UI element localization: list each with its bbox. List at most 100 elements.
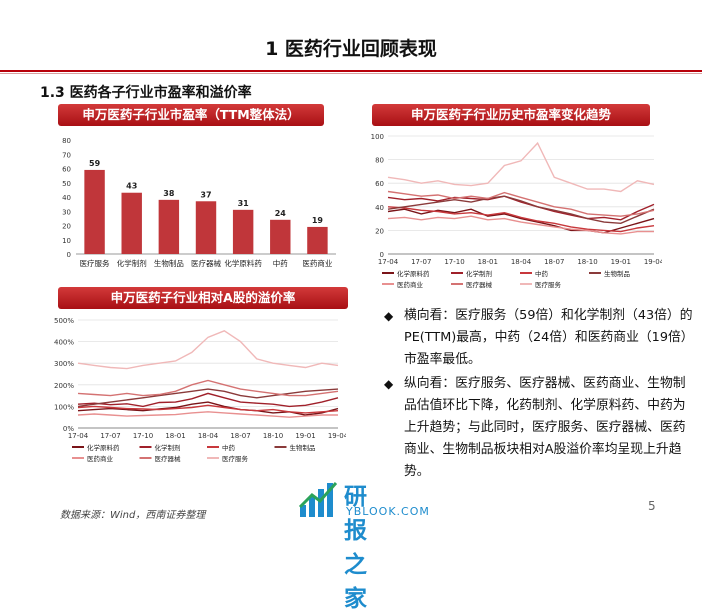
x-tick-label: 19-04	[328, 432, 346, 440]
bar-value-label: 59	[89, 159, 101, 168]
x-tick-label: 化学原料药	[224, 258, 262, 268]
y-tick-label: 300%	[54, 360, 74, 368]
legend-label: 医疗器械	[155, 454, 182, 463]
section-heading: 1.3 医药各子行业市盈率和溢价率	[40, 85, 252, 101]
diamond-bullet-icon: ◆	[384, 309, 394, 323]
bar-value-label: 37	[200, 190, 211, 199]
x-tick-label: 18-10	[577, 258, 597, 266]
series-line	[387, 208, 655, 234]
x-tick-label: 19-04	[644, 258, 662, 266]
x-tick-label: 医疗服务	[80, 258, 110, 268]
y-tick-label: 70	[62, 151, 71, 159]
y-tick-label: 30	[62, 208, 71, 216]
title-rule	[0, 70, 702, 72]
bar-value-label: 24	[275, 209, 287, 218]
premium-chart: 0% 100% 200% 300% 400% 500% 17-04 17-07 17-10 18-…	[40, 310, 346, 470]
y-tick-label: 10	[62, 237, 71, 245]
legend-label: 医药商业	[87, 454, 114, 463]
x-tick-label: 17-07	[411, 258, 431, 266]
x-tick-label: 17-10	[444, 258, 464, 266]
x-tick-label: 医药商业	[302, 258, 332, 268]
y-tick-label: 0	[380, 251, 384, 259]
x-tick-label: 19-01	[611, 258, 631, 266]
series-line	[77, 392, 339, 408]
bar-value-label: 19	[312, 216, 324, 225]
x-tick-label: 化学制剂	[117, 258, 147, 268]
legend-label: 化学原料药	[87, 443, 120, 452]
legend-label: 生物制品	[604, 269, 630, 278]
series-line	[77, 330, 339, 370]
legend-label: 医疗器械	[466, 280, 493, 289]
bar	[232, 209, 254, 254]
x-tick-label: 18-10	[263, 432, 283, 440]
bar	[270, 219, 291, 254]
diamond-bullet-icon: ◆	[384, 377, 394, 391]
y-tick-label: 100	[371, 133, 384, 141]
title-rule-thin	[0, 73, 702, 74]
y-tick-label: 40	[375, 204, 384, 212]
premium-chart-svg: 0% 100% 200% 300% 400% 500% 17-04 17-07 17-10 18-…	[54, 317, 346, 463]
watermark-bars-icon	[298, 482, 338, 517]
bullet-text: 横向看：医疗服务（59倍）和化学制剂（43倍）的PE(TTM)最高，中药（24倍…	[404, 308, 694, 367]
pe-bar-chart: 0 10 20 30 40 50 60 70 80 59 医疗服务 43 化学制剂 38 生物制品 37 医疗器…	[44, 128, 344, 276]
slide-title: 1 医药行业回顾表现	[265, 38, 437, 60]
y-tick-label: 200%	[54, 382, 74, 390]
bar	[307, 226, 328, 254]
bar	[121, 192, 142, 254]
bar-value-label: 31	[238, 199, 250, 208]
x-tick-label: 18-07	[544, 258, 564, 266]
legend-label: 中药	[222, 443, 236, 452]
banner-pe-bar: 申万医药子行业市盈率（TTM整体法）	[58, 104, 324, 126]
y-tick-label: 80	[375, 157, 384, 165]
bar	[158, 199, 180, 254]
pe-trend-chart: 0 20 40 60 80 100 17-04 17-07 17-10 18-01 18-04 18-…	[362, 128, 662, 292]
source-note: 数据来源：Wind，西南证券整理	[60, 510, 206, 521]
pe-trend-chart-svg: 0 20 40 60 80 100 17-04 17-07 17-10 18-01 18-04 18-…	[371, 133, 662, 289]
x-tick-label: 18-04	[511, 258, 532, 266]
y-tick-label: 40	[62, 194, 71, 202]
y-tick-label: 60	[62, 166, 71, 174]
x-tick-label: 17-04	[378, 258, 399, 266]
series-line	[77, 379, 339, 397]
x-tick-label: 18-04	[198, 432, 219, 440]
y-tick-label: 60	[375, 180, 384, 188]
y-tick-label: 80	[62, 137, 71, 145]
legend-label: 生物制品	[290, 443, 316, 452]
legend-label: 医疗服务	[535, 280, 562, 289]
y-tick-label: 400%	[54, 339, 74, 347]
y-tick-label: 20	[375, 227, 384, 235]
commentary-bullets: ◆ 横向看：医疗服务（59倍）和化学制剂（43倍）的PE(TTM)最高，中药（2…	[384, 305, 694, 485]
bar-value-label: 43	[126, 182, 137, 191]
series-line	[387, 195, 655, 221]
page-number: 5	[648, 499, 656, 513]
series-line	[387, 215, 654, 235]
legend-label: 医疗服务	[222, 454, 249, 463]
x-tick-label: 中药	[273, 258, 288, 268]
bullet-horizontal: ◆ 横向看：医疗服务（59倍）和化学制剂（43倍）的PE(TTM)最高，中药（2…	[384, 305, 694, 371]
y-tick-label: 0	[67, 251, 71, 259]
x-tick-label: 医疗器械	[191, 258, 221, 268]
series-line	[387, 141, 655, 193]
x-tick-label: 17-04	[68, 432, 89, 440]
bar-value-label: 38	[163, 189, 175, 198]
x-tick-label: 18-01	[478, 258, 498, 266]
x-tick-label: 18-07	[230, 432, 250, 440]
watermark-en: YBLOOK.COM	[346, 505, 430, 518]
y-tick-label: 100%	[54, 403, 74, 411]
legend-label: 中药	[535, 269, 549, 278]
legend-label: 化学制剂	[466, 269, 492, 278]
y-tick-label: 500%	[54, 317, 74, 325]
pe-bar-chart-svg: 0 10 20 30 40 50 60 70 80 59 医疗服务 43 化学制剂 38 生物制品 37 医疗器…	[62, 137, 336, 268]
banner-pe-trend: 申万医药子行业历史市盈率变化趋势	[372, 104, 650, 126]
x-tick-label: 19-01	[295, 432, 315, 440]
y-tick-label: 0%	[63, 425, 74, 433]
y-tick-label: 50	[62, 180, 71, 188]
series-line	[77, 404, 339, 414]
legend-label: 化学制剂	[155, 443, 181, 452]
y-tick-label: 20	[62, 223, 71, 231]
legend-label: 医药商业	[397, 280, 424, 289]
bullet-vertical: ◆ 纵向看：医疗服务、医疗器械、医药商业、生物制品估值环比下降，化药制剂、化学原…	[384, 373, 694, 483]
series-line	[77, 388, 339, 408]
banner-premium: 申万医药子行业相对A股的溢价率	[58, 287, 348, 309]
series-line	[387, 190, 655, 217]
